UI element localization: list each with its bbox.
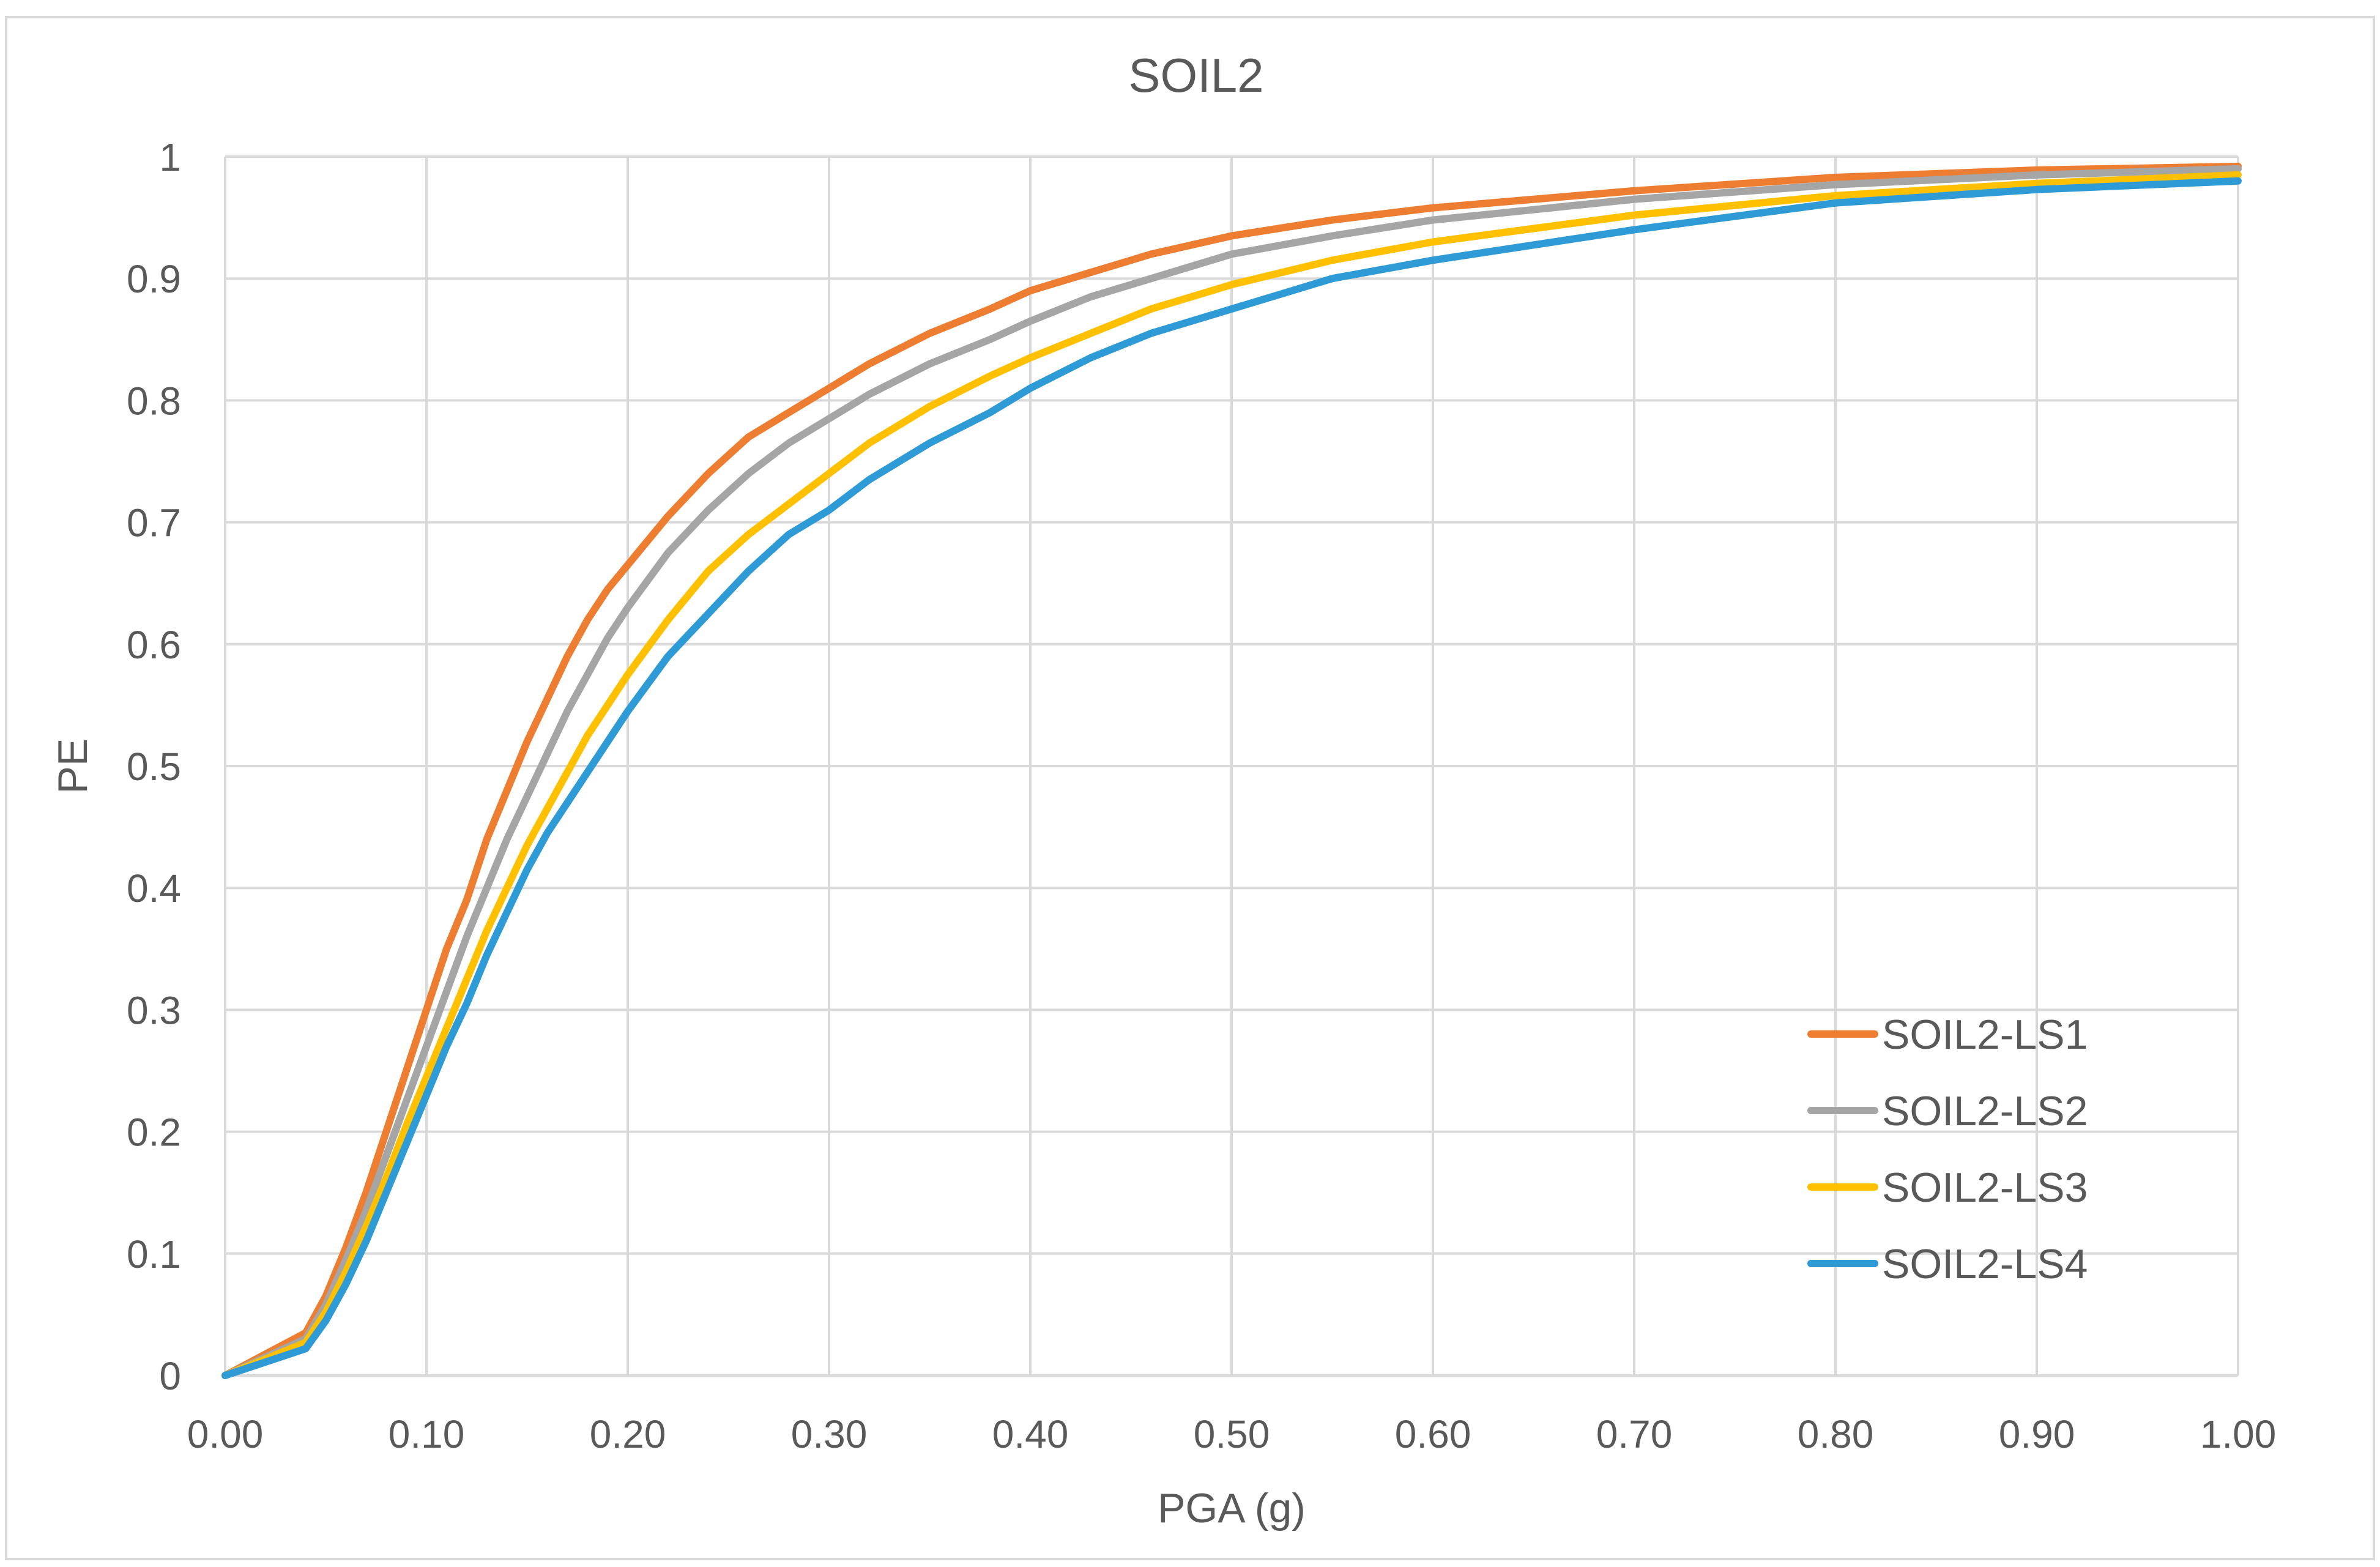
x-tick-label: 0.50 xyxy=(1194,1412,1270,1456)
y-tick-label: 1 xyxy=(159,135,181,179)
y-tick-label: 0.2 xyxy=(127,1111,181,1155)
legend: SOIL2-LS1 SOIL2-LS2 SOIL2-LS3 SOIL2-LS4 xyxy=(1807,1011,2088,1287)
x-tick-label: 0.10 xyxy=(389,1412,465,1456)
x-tick-label: 1.00 xyxy=(2200,1412,2277,1456)
y-tick-label: 0.5 xyxy=(127,745,181,789)
x-tick-label: 0.40 xyxy=(992,1412,1069,1456)
series-line-soil2-ls2 xyxy=(221,165,2242,1379)
y-tick-label: 0.3 xyxy=(127,988,181,1032)
x-axis-label: PGA (g) xyxy=(1158,1485,1306,1532)
series-line-soil2-ls3 xyxy=(221,171,2242,1379)
y-axis-ticks: 0 0.1 0.2 0.3 0.4 0.5 0.6 0.7 0.8 0.9 1 xyxy=(127,135,181,1398)
y-axis-label: PE xyxy=(50,739,96,794)
x-tick-label: 0.20 xyxy=(590,1412,666,1456)
x-tick-label: 0.60 xyxy=(1395,1412,1471,1456)
series-line-soil2-ls4 xyxy=(221,177,2242,1379)
legend-label: SOIL2-LS3 xyxy=(1882,1164,2088,1211)
y-tick-label: 0.9 xyxy=(127,257,181,301)
chart-border xyxy=(5,16,2375,1560)
y-tick-label: 0.1 xyxy=(127,1232,181,1276)
y-tick-label: 0.7 xyxy=(127,501,181,545)
y-tick-label: 0.8 xyxy=(127,379,181,423)
y-tick-label: 0.6 xyxy=(127,623,181,667)
legend-label: SOIL2-LS2 xyxy=(1882,1088,2088,1134)
series-lines xyxy=(221,162,2242,1379)
chart-title: SOIL2 xyxy=(1128,48,1263,102)
x-tick-label: 0.00 xyxy=(187,1412,264,1456)
x-tick-label: 0.90 xyxy=(1999,1412,2075,1456)
legend-label: SOIL2-LS4 xyxy=(1882,1241,2088,1287)
y-tick-label: 0 xyxy=(159,1354,181,1398)
legend-label: SOIL2-LS1 xyxy=(1882,1011,2088,1058)
gridlines xyxy=(224,155,2239,1375)
x-axis-ticks: 0.00 0.10 0.20 0.30 0.40 0.50 0.60 0.70 0.80 0.90… xyxy=(187,1412,2277,1456)
x-tick-label: 0.80 xyxy=(1798,1412,1874,1456)
x-tick-label: 0.30 xyxy=(791,1412,868,1456)
y-tick-label: 0.4 xyxy=(127,866,181,910)
series-line-soil2-ls1 xyxy=(221,162,2242,1379)
x-tick-label: 0.70 xyxy=(1596,1412,1673,1456)
